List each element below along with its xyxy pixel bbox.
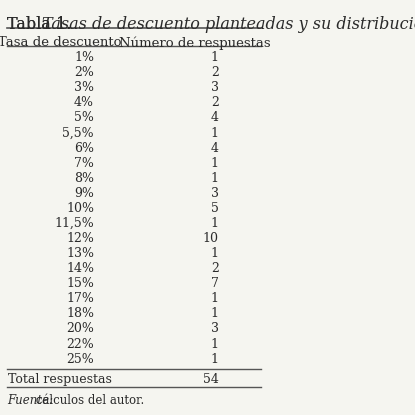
- Text: 13%: 13%: [66, 247, 94, 260]
- Text: 6%: 6%: [74, 142, 94, 154]
- Text: 2: 2: [211, 66, 219, 79]
- Text: Total respuestas: Total respuestas: [8, 373, 112, 386]
- Text: 54: 54: [203, 373, 219, 386]
- Text: 17%: 17%: [66, 292, 94, 305]
- Text: 1: 1: [211, 127, 219, 139]
- Text: 7%: 7%: [74, 156, 94, 170]
- Text: 12%: 12%: [66, 232, 94, 245]
- Text: 18%: 18%: [66, 308, 94, 320]
- Text: 15%: 15%: [66, 277, 94, 290]
- Text: 3%: 3%: [74, 81, 94, 94]
- Text: 1: 1: [211, 308, 219, 320]
- Text: 14%: 14%: [66, 262, 94, 275]
- Text: 4: 4: [211, 112, 219, 124]
- Text: 8%: 8%: [74, 172, 94, 185]
- Text: 5%: 5%: [74, 112, 94, 124]
- Text: 1: 1: [211, 247, 219, 260]
- Text: 1%: 1%: [74, 51, 94, 64]
- Text: 1: 1: [211, 337, 219, 351]
- Text: 4: 4: [211, 142, 219, 154]
- Text: Número de respuestas: Número de respuestas: [119, 37, 271, 50]
- Text: 1: 1: [211, 353, 219, 366]
- Text: 25%: 25%: [66, 353, 94, 366]
- Text: 1: 1: [211, 217, 219, 230]
- Text: 2: 2: [211, 96, 219, 110]
- Text: 1: 1: [211, 156, 219, 170]
- Text: Tabla 1. Tasas de descuento planteadas y su distribución: Tabla 1. Tasas de descuento planteadas y…: [7, 16, 415, 33]
- Text: Fuente:: Fuente:: [7, 394, 53, 407]
- Text: 5: 5: [211, 202, 219, 215]
- Text: 10: 10: [203, 232, 219, 245]
- Text: 1: 1: [211, 51, 219, 64]
- Text: Tasas de descuento planteadas y su distribución: Tasas de descuento planteadas y su distr…: [42, 16, 415, 33]
- Text: 4%: 4%: [74, 96, 94, 110]
- Text: Tabla 1.: Tabla 1.: [7, 16, 76, 33]
- Text: Tabla 1.: Tabla 1.: [7, 16, 76, 33]
- Text: 3: 3: [211, 322, 219, 335]
- Text: 3: 3: [211, 187, 219, 200]
- Text: 7: 7: [211, 277, 219, 290]
- Text: Tasa de descuento: Tasa de descuento: [0, 37, 122, 49]
- Text: 2: 2: [211, 262, 219, 275]
- Text: cálculos del autor.: cálculos del autor.: [32, 394, 144, 407]
- Text: 5,5%: 5,5%: [63, 127, 94, 139]
- Text: 20%: 20%: [66, 322, 94, 335]
- Text: 3: 3: [211, 81, 219, 94]
- Text: 1: 1: [211, 172, 219, 185]
- Text: 9%: 9%: [74, 187, 94, 200]
- Text: 2%: 2%: [74, 66, 94, 79]
- Text: 11,5%: 11,5%: [54, 217, 94, 230]
- Text: 22%: 22%: [66, 337, 94, 351]
- Text: 1: 1: [211, 292, 219, 305]
- Text: 10%: 10%: [66, 202, 94, 215]
